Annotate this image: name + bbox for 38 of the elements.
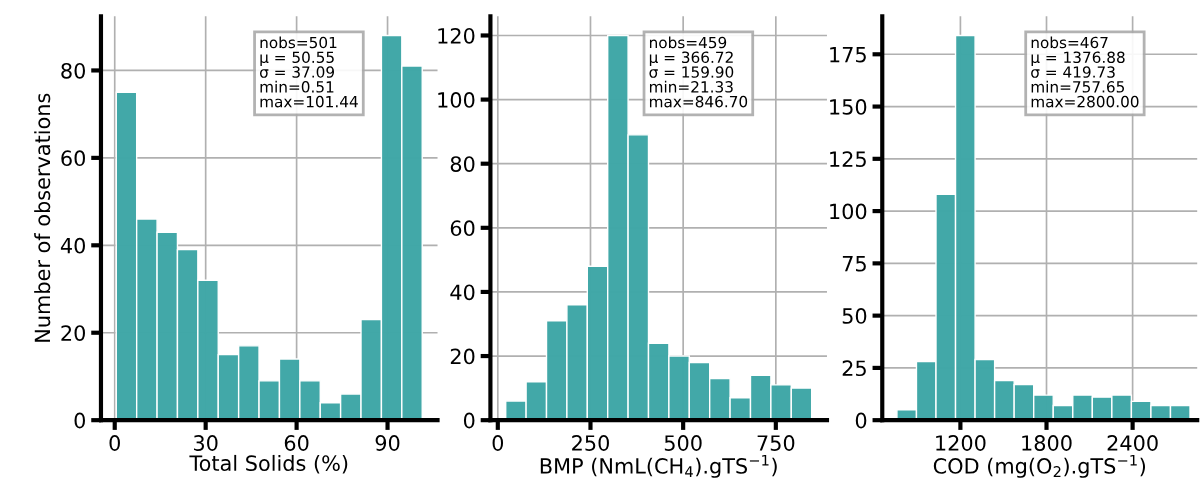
y-tick-label: 40 <box>450 284 475 301</box>
x-tick-label: 500 <box>664 435 702 451</box>
y-tick-label: 100 <box>830 203 867 220</box>
x-tick-label: 0 <box>109 435 120 451</box>
x-tick-label: 0 <box>492 435 504 451</box>
y-tick-label: 0 <box>463 412 475 429</box>
y-tick-label: 80 <box>450 156 475 172</box>
annotation: nobs=467 μ = 1376.88 σ = 419.73 min=757.65 max=2800.00 <box>1031 36 1139 108</box>
x-axis-title: BMP (NmL(CH$_{4}$).gTS$^{−1}$) <box>540 454 777 478</box>
y-tick-label: 175 <box>830 47 866 63</box>
y-tick-label: 60 <box>450 220 475 237</box>
y-tick-label: 100 <box>438 92 475 108</box>
x-tick-label: 1800 <box>1022 435 1072 451</box>
x-tick-label: 60 <box>284 435 309 451</box>
x-tick-label: 1200 <box>936 435 986 451</box>
y-tick-label: 25 <box>842 360 866 377</box>
x-tick-label: 90 <box>375 435 400 451</box>
y-tick-label: 20 <box>450 348 475 365</box>
y-tick-label: 60 <box>61 150 85 167</box>
x-axis-title: Total Solids (%) <box>189 454 348 474</box>
y-tick-label: 75 <box>842 256 866 272</box>
annotation: nobs=459 μ = 366.72 σ = 159.90 min=21.33 max=846.70 <box>649 36 748 108</box>
x-tick-label: 30 <box>194 435 218 451</box>
y-tick-label: 150 <box>830 99 867 115</box>
x-tick-label: 2400 <box>1107 435 1158 451</box>
y-tick-label: 120 <box>438 27 475 44</box>
y-tick-label: 50 <box>842 308 867 324</box>
y-tick-label: 80 <box>61 62 85 79</box>
y-axis-title: Number of observations <box>34 93 51 342</box>
x-tick-label: 250 <box>572 435 609 451</box>
x-tick-label: 750 <box>757 435 795 451</box>
y-tick-label: 20 <box>61 325 85 341</box>
y-tick-label: 125 <box>830 151 866 168</box>
y-tick-label: 0 <box>855 412 867 429</box>
annotation: nobs=501 μ = 50.55 σ = 37.09 min=0.51 max=101.44 <box>259 36 358 108</box>
x-axis-title: COD (mg(O$_{2}$).gTS$^{−1}$) <box>933 454 1145 478</box>
y-tick-label: 40 <box>60 237 85 254</box>
y-tick-label: 0 <box>74 412 85 429</box>
